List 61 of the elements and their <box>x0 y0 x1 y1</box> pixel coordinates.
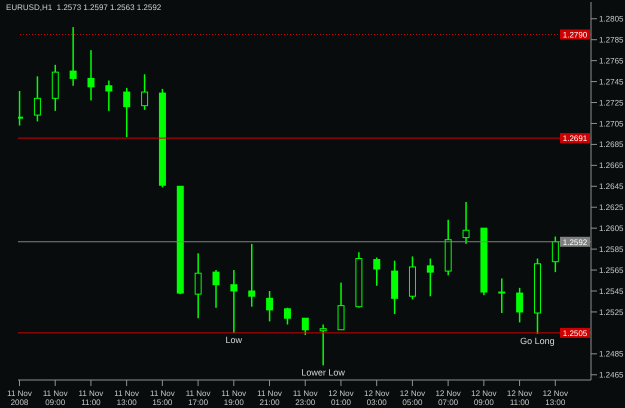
y-tick-label: 1.2765 <box>599 56 624 66</box>
candlestick <box>230 269 238 334</box>
annotation: Lower Low <box>301 367 346 378</box>
y-tick-label: 1.2545 <box>599 286 624 296</box>
y-tick-label: 1.2525 <box>599 308 624 317</box>
candlestick <box>123 87 130 138</box>
x-tick-label: 11 Nov 11:00 <box>78 389 104 407</box>
ref-line-label: 1.2790 <box>562 30 588 40</box>
candlestick <box>105 80 112 112</box>
y-tick-label: 1.2725 <box>599 98 624 108</box>
x-tick-label: 12 Nov 01:00 <box>328 389 354 407</box>
candlestick <box>426 258 434 297</box>
x-tick-label: 12 Nov 07:00 <box>435 389 461 407</box>
candlestick <box>284 307 291 326</box>
y-tick-label: 1.2565 <box>599 266 624 275</box>
y-tick-label: 1.2605 <box>599 224 624 234</box>
candlestick <box>498 278 506 314</box>
candlestick <box>70 26 77 87</box>
candlestick <box>194 252 202 319</box>
candlestick <box>248 243 256 308</box>
candlestick <box>373 256 380 287</box>
y-tick-label: 1.2585 <box>599 244 624 254</box>
x-tick-label: 12 Nov 13:00 <box>542 389 568 407</box>
annotation: Go Long <box>520 336 555 346</box>
x-tick-label: 12 Nov 03:00 <box>364 389 390 407</box>
x-tick-label: 11 Nov 17:00 <box>186 389 210 407</box>
x-tick-label: 11 Nov 2008 <box>7 389 32 407</box>
candlestick <box>141 74 148 111</box>
y-tick-label: 1.2665 <box>599 161 624 170</box>
x-tick-label: 12 Nov 05:00 <box>400 389 426 407</box>
candlestick <box>87 49 94 102</box>
x-tick-label: 12 Nov 11:00 <box>506 389 532 407</box>
ref-line-label: 1.2592 <box>562 238 588 247</box>
x-tick-label: 11 Nov 21:00 <box>257 389 282 407</box>
ref-line-label: 1.2691 <box>562 134 588 144</box>
y-tick-label: 1.2485 <box>599 350 624 359</box>
y-tick-label: 1.2465 <box>599 370 624 380</box>
candlestick <box>552 236 559 273</box>
y-tick-label: 1.2625 <box>599 203 624 212</box>
y-tick-label: 1.2785 <box>599 36 624 45</box>
candlestick <box>212 269 220 308</box>
annotation: Low <box>226 334 243 345</box>
x-tick-label: 11 Nov 15:00 <box>150 389 175 407</box>
y-tick-label: 1.2805 <box>599 14 624 24</box>
candlestick <box>320 324 327 366</box>
x-tick-label: 11 Nov 23:00 <box>292 389 318 407</box>
y-tick-label: 1.2705 <box>599 119 624 128</box>
x-tick-label: 12 Nov 09:00 <box>471 389 497 407</box>
y-tick-label: 1.2685 <box>599 140 624 150</box>
candlestick <box>302 317 309 336</box>
x-tick-label: 11 Nov 09:00 <box>42 389 68 407</box>
candlestick <box>34 76 41 122</box>
candlestick <box>266 290 274 322</box>
y-tick-label: 1.2645 <box>599 182 624 192</box>
candlestick <box>516 287 524 324</box>
ref-line-label: 1.2505 <box>562 328 588 338</box>
chart-title: EURUSD,H1 1.2573 1.2597 1.2563 1.2592 <box>6 3 162 12</box>
candlestick <box>462 201 470 245</box>
x-tick-label: 11 Nov 13:00 <box>114 389 140 407</box>
y-tick-label: 1.2745 <box>599 77 624 86</box>
x-tick-label: 11 Nov 19:00 <box>221 389 246 407</box>
